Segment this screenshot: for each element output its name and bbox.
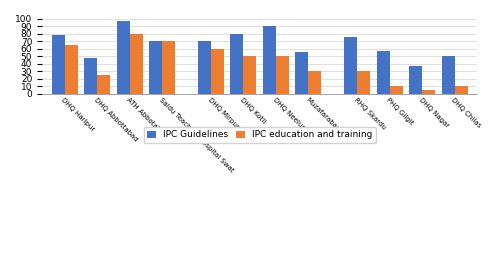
Bar [244, 56, 256, 94]
Bar [442, 56, 454, 94]
Bar [149, 41, 162, 94]
Bar [357, 71, 370, 94]
Bar [211, 48, 224, 94]
Bar [390, 86, 402, 94]
Bar [116, 21, 130, 94]
Bar [84, 58, 97, 94]
Bar [308, 71, 322, 94]
Bar [263, 26, 276, 94]
Bar [454, 86, 468, 94]
Bar [230, 33, 243, 94]
Bar [276, 56, 289, 94]
Bar [64, 45, 78, 94]
Legend: IPC Guidelines, IPC education and training: IPC Guidelines, IPC education and traini… [144, 127, 376, 143]
Bar [296, 52, 308, 94]
Bar [409, 66, 422, 94]
Bar [130, 33, 142, 94]
Bar [52, 35, 64, 94]
Bar [198, 41, 211, 94]
Bar [376, 51, 390, 94]
Bar [162, 41, 175, 94]
Bar [344, 37, 357, 94]
Bar [97, 75, 110, 94]
Bar [422, 90, 435, 94]
